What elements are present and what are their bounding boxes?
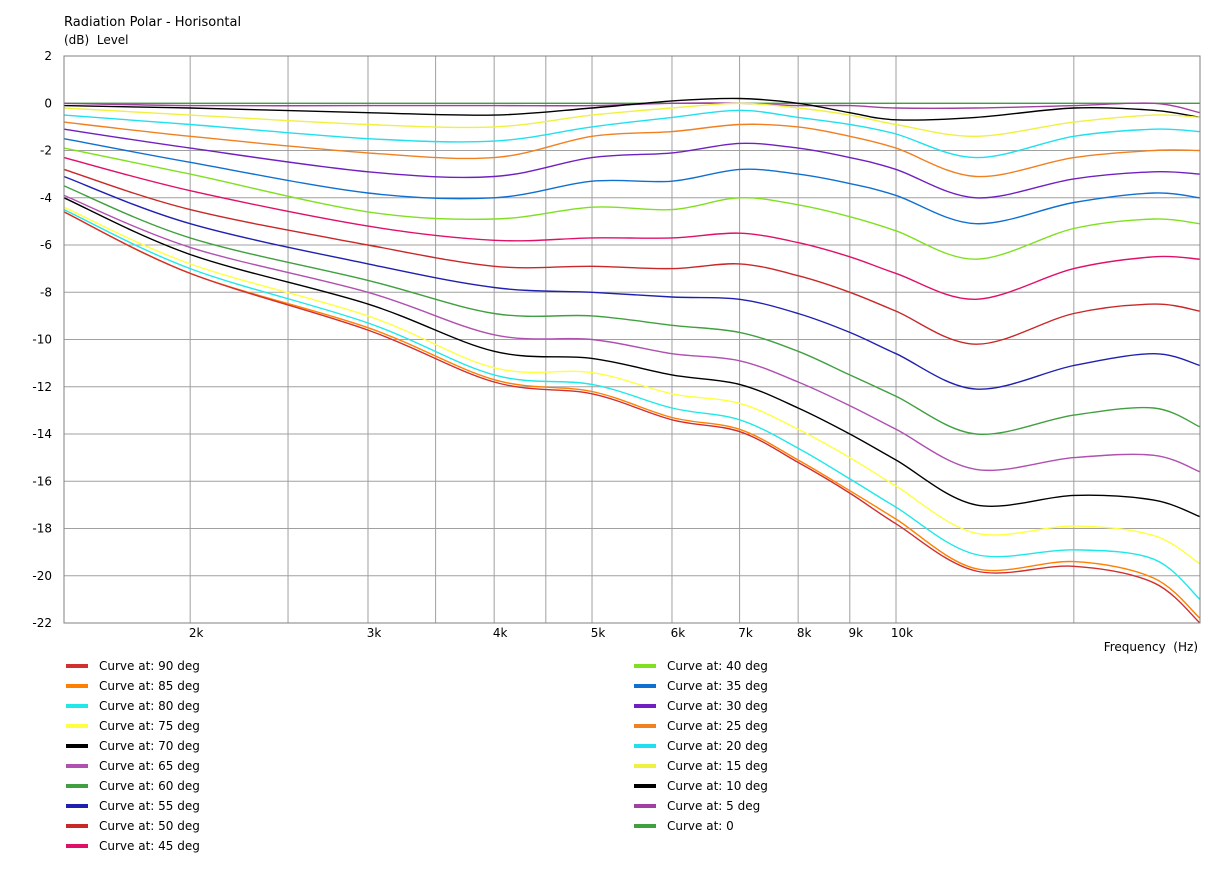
series-line <box>63 128 1201 199</box>
series-line <box>63 147 1201 260</box>
legend-label: Curve at: 20 deg <box>667 739 768 753</box>
legend-swatch <box>66 724 88 728</box>
series-line <box>63 138 1201 225</box>
legend-swatch <box>66 784 88 788</box>
x-tick-label: 6k <box>671 626 686 640</box>
series-layer <box>63 97 1201 624</box>
legend-swatch <box>66 744 88 748</box>
x-tick-label: 4k <box>493 626 508 640</box>
legend-label: Curve at: 80 deg <box>99 699 200 713</box>
series-line <box>63 97 1201 121</box>
legend-swatch <box>66 824 88 828</box>
legend-swatch <box>634 704 656 708</box>
series-line <box>63 102 1201 138</box>
y-axis-label: (dB) Level <box>64 33 129 47</box>
y-tick-label: 2 <box>44 49 52 63</box>
series-line <box>63 211 1201 624</box>
legend-label: Curve at: 35 deg <box>667 679 768 693</box>
legend-swatch <box>634 664 656 668</box>
legend-swatch <box>66 764 88 768</box>
x-tick-label: 10k <box>891 626 913 640</box>
plot-frame <box>63 55 1201 624</box>
legend-label: Curve at: 30 deg <box>667 699 768 713</box>
legend-swatch <box>634 824 656 828</box>
legend-label: Curve at: 0 <box>667 819 734 833</box>
legend-swatch <box>634 684 656 688</box>
y-tick-label: -22 <box>32 616 52 630</box>
legend-swatch <box>634 784 656 788</box>
legend-swatch <box>634 744 656 748</box>
x-tick-label: 3k <box>367 626 382 640</box>
legend-label: Curve at: 5 deg <box>667 799 761 813</box>
grid-layer <box>64 55 1200 624</box>
legend-label: Curve at: 90 deg <box>99 659 200 673</box>
series-line <box>63 197 1201 518</box>
legend-swatch <box>66 664 88 668</box>
legend-label: Curve at: 10 deg <box>667 779 768 793</box>
legend-label: Curve at: 45 deg <box>99 839 200 853</box>
series-line <box>63 206 1201 565</box>
x-tick-label: 5k <box>591 626 606 640</box>
y-tick-label: -2 <box>40 144 52 158</box>
legend-swatch <box>66 684 88 688</box>
y-tick-label: -6 <box>40 238 52 252</box>
y-tick-labels: 2 0 -2 -4 -6 -8 -10 -12 -14 -16 -18 -20 -22 <box>32 49 52 630</box>
series-line <box>63 185 1201 436</box>
series-line <box>63 208 1201 600</box>
y-tick-label: -10 <box>32 333 52 347</box>
legend-label: Curve at: 85 deg <box>99 679 200 693</box>
x-tick-label: 2k <box>189 626 204 640</box>
y-tick-label: -4 <box>40 191 52 205</box>
x-tick-label: 7k <box>738 626 753 640</box>
series-line <box>63 168 1201 345</box>
series-line <box>63 175 1201 390</box>
series-line <box>63 121 1201 178</box>
x-tick-labels: 2k 3k 4k 5k 6k 7k 8k 9k 10k <box>189 626 913 640</box>
legend-label: Curve at: 40 deg <box>667 659 768 673</box>
y-tick-label: -14 <box>32 427 52 441</box>
legend-swatch <box>634 764 656 768</box>
y-tick-label: 0 <box>44 96 52 110</box>
y-tick-label: -8 <box>40 285 52 299</box>
legend-swatch <box>634 724 656 728</box>
legend-label: Curve at: 25 deg <box>667 719 768 733</box>
y-tick-label: -12 <box>32 380 52 394</box>
y-tick-label: -16 <box>32 474 52 488</box>
y-tick-label: -20 <box>32 569 52 583</box>
legend-swatch <box>66 804 88 808</box>
legend-label: Curve at: 70 deg <box>99 739 200 753</box>
series-line <box>63 211 1201 619</box>
legend-label: Curve at: 60 deg <box>99 779 200 793</box>
x-tick-label: 9k <box>849 626 864 640</box>
legend-swatch <box>634 804 656 808</box>
radiation-polar-chart: Radiation Polar - Horisontal (dB) Level … <box>32 15 1201 654</box>
legend-swatch <box>66 704 88 708</box>
legend-label: Curve at: 75 deg <box>99 719 200 733</box>
series-line <box>63 156 1201 301</box>
y-tick-label: -18 <box>32 522 52 536</box>
chart-title: Radiation Polar - Horisontal <box>64 15 241 30</box>
series-line <box>63 194 1201 473</box>
x-tick-label: 8k <box>797 626 812 640</box>
x-axis-label: Frequency (Hz) <box>1104 640 1198 654</box>
series-line <box>63 109 1201 159</box>
legend-label: Curve at: 50 deg <box>99 819 200 833</box>
legend-label: Curve at: 65 deg <box>99 759 200 773</box>
legend-swatch <box>66 844 88 848</box>
legend-label: Curve at: 15 deg <box>667 759 768 773</box>
legend-label: Curve at: 55 deg <box>99 799 200 813</box>
